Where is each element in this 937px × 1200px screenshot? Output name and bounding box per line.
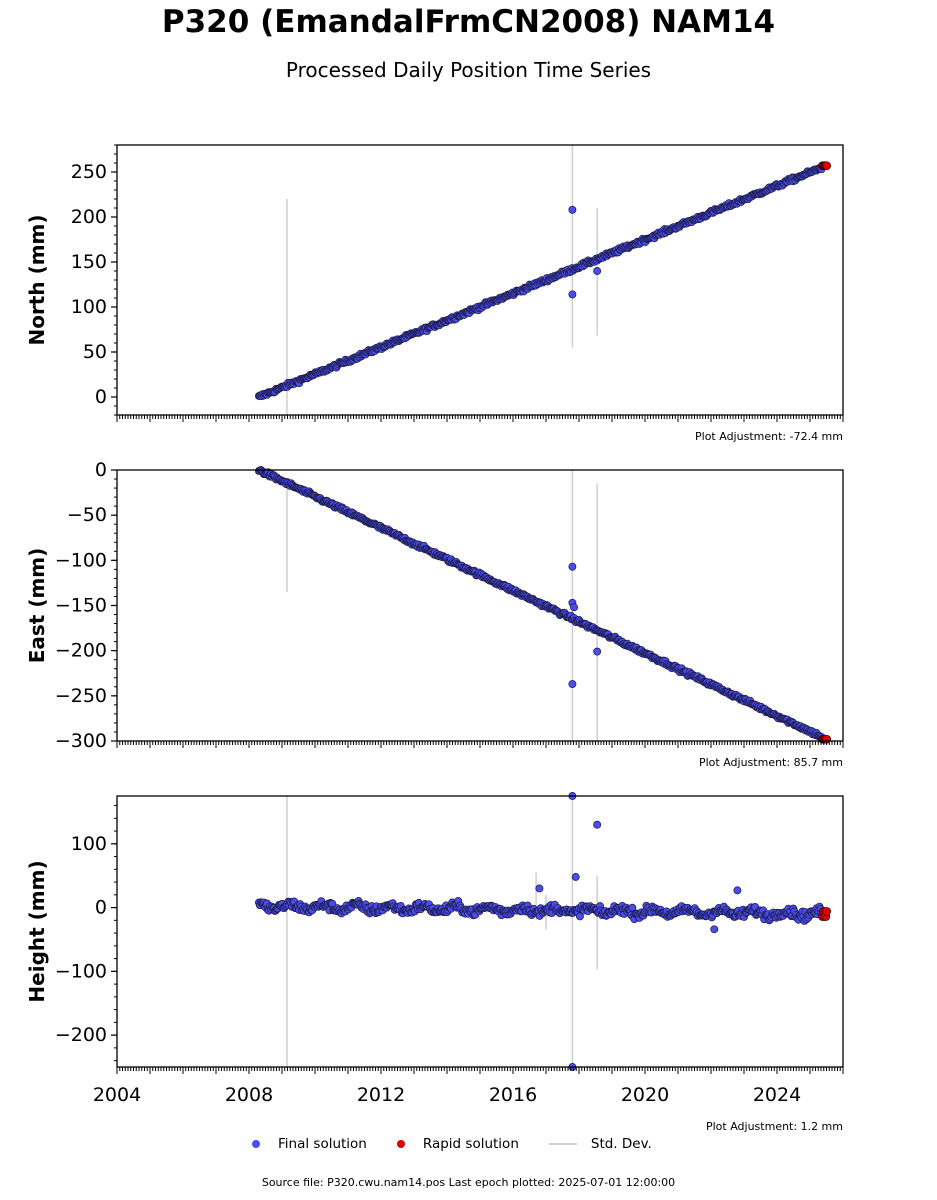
- x-tick-label: 2020: [621, 1084, 669, 1106]
- panel-1-final-solution-points: [254, 164, 826, 401]
- panel-1-outlier-point: [568, 205, 577, 214]
- panel-2-y-tick-label: −150: [55, 595, 107, 617]
- panel-2-y-tick-label: −100: [55, 549, 107, 571]
- legend-item-final: Final solution: [252, 1136, 367, 1152]
- panel-2-outlier-point: [568, 680, 577, 689]
- page-title: P320 (EmandalFrmCN2008) NAM14: [161, 4, 776, 40]
- panel-2-y-tick-label: −250: [55, 685, 107, 707]
- panel-1-outlier-point: [568, 290, 577, 299]
- panel-2-final-solution-points: [254, 465, 826, 742]
- panel-1-rapid-solution-point: [822, 161, 832, 171]
- panel-1-plot-adjustment: Plot Adjustment: -72.4 mm: [695, 430, 843, 443]
- x-tick-label: 2004: [93, 1084, 141, 1106]
- panel-1-outlier-point: [593, 267, 602, 275]
- data-point: [576, 912, 584, 921]
- panel-2-y-tick-label: −50: [67, 504, 107, 526]
- panel-3-y-tick-label: 0: [95, 897, 107, 919]
- panel-3-outlier-point: [571, 873, 580, 881]
- panel-1-y-tick-label: 0: [95, 386, 107, 408]
- x-tick-label: 2024: [753, 1084, 801, 1106]
- panel-1-y-tick-label: 150: [71, 251, 107, 273]
- x-tick-label: 2008: [225, 1084, 273, 1106]
- panel-2-y-tick-label: 0: [95, 459, 107, 481]
- x-tick-label: 2016: [489, 1084, 537, 1106]
- panel-1-y-tick-label: 100: [71, 296, 107, 318]
- panel-1-y-tick-label: 50: [83, 341, 107, 363]
- legend-rapid-label: Rapid solution: [422, 1136, 519, 1152]
- panel-2-y-axis-label: East (mm): [25, 548, 49, 664]
- panel-3-outlier-point: [733, 886, 742, 895]
- legend: Final solution Rapid solution Std. Dev.: [252, 1136, 682, 1152]
- x-tick-label: 2012: [357, 1084, 405, 1106]
- panel-3-y-tick-label: −200: [55, 1024, 107, 1046]
- panel-3-plot-frame: [116, 795, 844, 1068]
- panel-2-plot-adjustment: Plot Adjustment: 85.7 mm: [699, 756, 843, 769]
- legend-final-label: Final solution: [278, 1136, 367, 1152]
- panel-3-outlier-point: [535, 884, 544, 893]
- panel-1-y-tick-label: 250: [71, 161, 107, 183]
- source-footer: Source file: P320.cwu.nam14.pos Last epo…: [261, 1176, 676, 1189]
- panel-1-plot-frame: [116, 144, 844, 416]
- page-subtitle: Processed Daily Position Time Series: [285, 58, 652, 82]
- legend-item-rapid: Rapid solution: [396, 1136, 519, 1152]
- rapid-solution-marker-icon: [396, 1140, 405, 1148]
- std-dev-line-icon: [548, 1143, 577, 1145]
- panel-2-outlier-point: [568, 562, 577, 571]
- panel-3-final-solution-points: [254, 896, 826, 925]
- panel-2-y-tick-label: −200: [55, 640, 107, 662]
- panel-2-y-tick-label: −300: [55, 730, 107, 752]
- panel-3-outlier-point: [710, 925, 719, 934]
- legend-std-label: Std. Dev.: [590, 1136, 652, 1152]
- final-solution-marker-icon: [252, 1140, 260, 1148]
- panel-1-y-axis-label: North (mm): [25, 214, 49, 345]
- panel-3-rapid-solution-point: [822, 907, 832, 916]
- panel-3-y-tick-label: −100: [55, 960, 107, 982]
- panel-3-y-tick-label: 100: [71, 833, 107, 855]
- panel-2-outlier-point: [593, 647, 602, 656]
- panel-2-outlier-point: [570, 603, 579, 612]
- panel-3-outlier-point: [593, 820, 602, 829]
- legend-item-std: Std. Dev.: [548, 1136, 652, 1152]
- panel-3-y-axis-label: Height (mm): [25, 860, 49, 1002]
- panel-3-plot-adjustment: Plot Adjustment: 1.2 mm: [706, 1120, 843, 1133]
- panel-1-y-tick-label: 200: [71, 206, 107, 228]
